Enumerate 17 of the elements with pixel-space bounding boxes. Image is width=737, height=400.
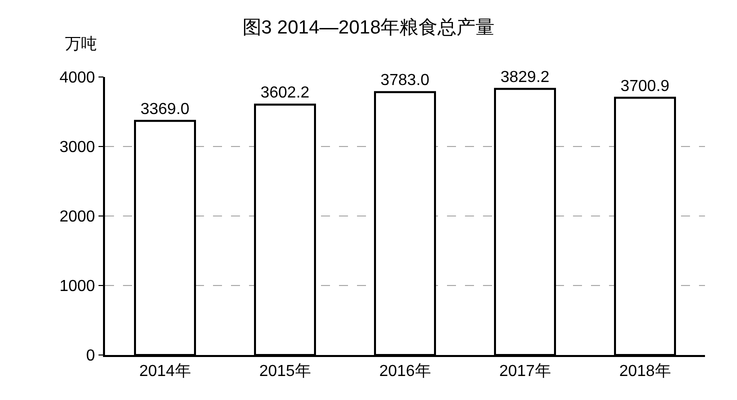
data-label: 3602.2 [260, 84, 310, 102]
x-tick-label: 2016年 [379, 362, 431, 380]
x-tick-label: 2014年 [139, 362, 191, 380]
x-tick-label: 2018年 [619, 362, 671, 380]
chart-title: 图3 2014—2018年粮食总产量 [242, 17, 495, 38]
data-label: 3829.2 [500, 68, 550, 86]
y-axis-title: 万吨 [65, 35, 97, 53]
data-label: 3700.9 [620, 78, 670, 95]
y-tick-label: 2000 [59, 208, 96, 226]
data-label: 3369.0 [140, 100, 190, 118]
y-tick-label: 0 [86, 348, 96, 365]
y-tick-label: 4000 [59, 70, 96, 87]
x-tick-label: 2017年 [499, 362, 551, 380]
data-label: 3783.0 [380, 72, 430, 90]
y-tick-label: 1000 [59, 278, 96, 296]
x-tick-label: 2015年 [259, 362, 311, 380]
y-tick-label: 3000 [59, 139, 96, 156]
